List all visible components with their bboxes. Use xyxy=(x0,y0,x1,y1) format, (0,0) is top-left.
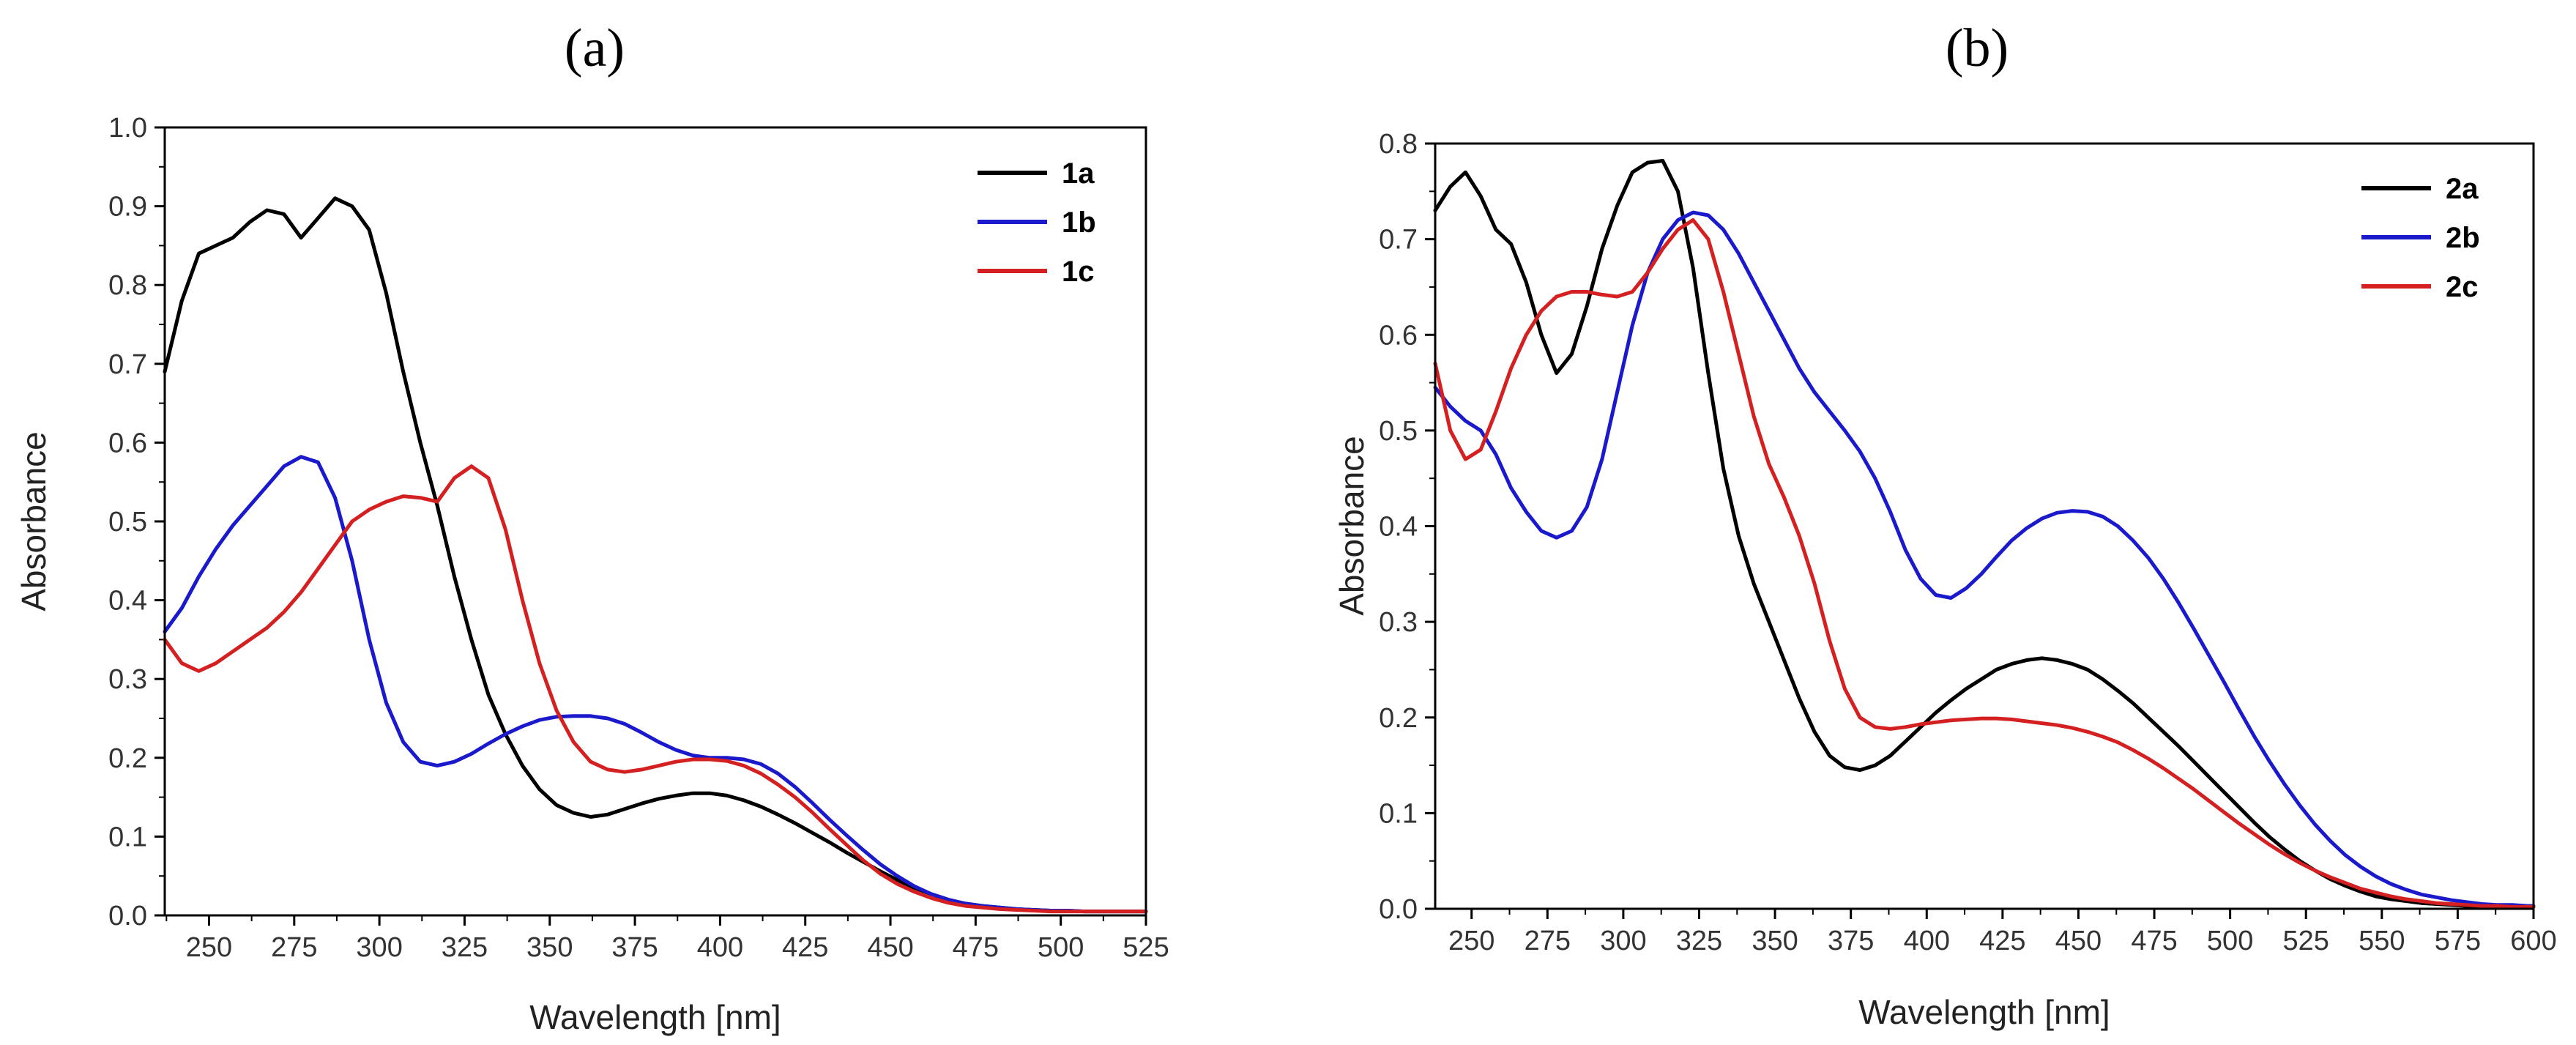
series-line-1a xyxy=(163,196,1148,914)
y-tick-label-b: 0.2 xyxy=(1379,703,1418,734)
y-tick-label-b: 0.1 xyxy=(1379,798,1418,829)
x-tick-label-b: 350 xyxy=(1752,926,1798,956)
x-tick-label-a: 300 xyxy=(356,932,402,963)
legend-label-1a: 1a xyxy=(1062,157,1095,190)
y-tick-label-a: 1.0 xyxy=(108,113,147,144)
x-tick-label-a: 475 xyxy=(953,932,999,963)
y-tick-label-b: 0.6 xyxy=(1379,320,1418,351)
legend-label-1c: 1c xyxy=(1062,256,1095,288)
y-tick-label-a: 0.7 xyxy=(108,349,147,380)
y-tick-label-b: 0.3 xyxy=(1379,607,1418,638)
x-tick-label-a: 325 xyxy=(442,932,488,963)
series-line-2c xyxy=(1433,218,2536,909)
panel-b: (b) 250 275 300 325 350 375 400 425 450 475 500 525… xyxy=(1333,18,2557,1031)
series-line-2a xyxy=(1433,159,2536,909)
legend-label-2a: 2a xyxy=(2446,173,2479,205)
x-tick-label-b: 400 xyxy=(1904,926,1950,956)
y-tick-label-a: 0.0 xyxy=(108,901,147,931)
y-tick-label-b: 0.4 xyxy=(1379,512,1418,543)
plot-area-b xyxy=(1433,159,2536,909)
series-line-1b xyxy=(163,455,1148,914)
y-tick-label-b: 0.8 xyxy=(1379,129,1418,160)
x-tick-label-a: 275 xyxy=(271,932,317,963)
legend-label-1b: 1b xyxy=(1062,207,1096,239)
plot-area-a xyxy=(163,196,1148,914)
plot-frame-a xyxy=(163,126,1147,917)
y-axis-title-b: Absorbance xyxy=(1333,436,1371,616)
x-axis-title-a: Wavelength [nm] xyxy=(529,998,781,1036)
x-tick-label-a: 425 xyxy=(782,932,828,963)
legend-label-2c: 2c xyxy=(2446,271,2479,303)
legend-a: 1a 1b 1c xyxy=(978,157,1096,288)
series-line-2b xyxy=(1433,210,2536,908)
panel-label-b: (b) xyxy=(1946,18,2009,78)
axes-b: 250 275 300 325 350 375 400 425 450 475 500 525 550 5… xyxy=(1379,129,2557,956)
y-tick-label-a: 0.3 xyxy=(108,664,147,695)
axes-a: 250 275 300 325 350 375 400 425 450 475 500 525 0.0 0… xyxy=(108,113,1169,963)
panel-label-a: (a) xyxy=(565,18,625,78)
x-tick-label-b: 550 xyxy=(2359,926,2405,956)
x-tick-label-b: 300 xyxy=(1600,926,1646,956)
x-axis-title-b: Wavelength [nm] xyxy=(1858,993,2110,1031)
panel-a: (a) 250 275 300 325 350 375 400 425 450 475 500 525… xyxy=(15,18,1169,1036)
y-tick-label-a: 0.2 xyxy=(108,743,147,774)
x-tick-label-a: 400 xyxy=(697,932,743,963)
x-tick-label-b: 275 xyxy=(1525,926,1571,956)
x-tick-label-b: 450 xyxy=(2055,926,2102,956)
x-tick-label-b: 500 xyxy=(2207,926,2253,956)
y-tick-label-b: 0.7 xyxy=(1379,225,1418,256)
y-tick-label-b: 0.5 xyxy=(1379,416,1418,447)
x-tick-label-a: 375 xyxy=(611,932,658,963)
series-line-1c xyxy=(163,464,1148,914)
y-tick-label-a: 0.4 xyxy=(108,586,147,617)
y-tick-label-a: 0.5 xyxy=(108,507,147,538)
x-tick-label-b: 575 xyxy=(2435,926,2481,956)
y-tick-label-a: 0.6 xyxy=(108,428,147,458)
x-tick-label-a: 525 xyxy=(1123,932,1169,963)
x-tick-label-b: 525 xyxy=(2283,926,2329,956)
x-tick-label-b: 475 xyxy=(2131,926,2177,956)
x-tick-label-b: 600 xyxy=(2510,926,2556,956)
x-tick-label-b: 375 xyxy=(1828,926,1874,956)
y-tick-label-b: 0.0 xyxy=(1379,894,1418,925)
x-tick-label-b: 325 xyxy=(1676,926,1722,956)
x-tick-label-b: 425 xyxy=(1979,926,2025,956)
x-tick-label-a: 350 xyxy=(526,932,573,963)
y-axis-title-a: Absorbance xyxy=(15,431,53,611)
x-tick-label-b: 250 xyxy=(1448,926,1494,956)
x-tick-label-a: 250 xyxy=(186,932,232,963)
x-tick-label-a: 450 xyxy=(867,932,913,963)
y-tick-label-a: 0.1 xyxy=(108,822,147,852)
y-tick-label-a: 0.9 xyxy=(108,192,147,223)
y-tick-label-a: 0.8 xyxy=(108,270,147,301)
legend-b: 2a 2b 2c xyxy=(2361,173,2480,303)
plot-frame-b xyxy=(1434,142,2535,910)
legend-label-2b: 2b xyxy=(2446,222,2480,254)
x-tick-label-a: 500 xyxy=(1038,932,1084,963)
